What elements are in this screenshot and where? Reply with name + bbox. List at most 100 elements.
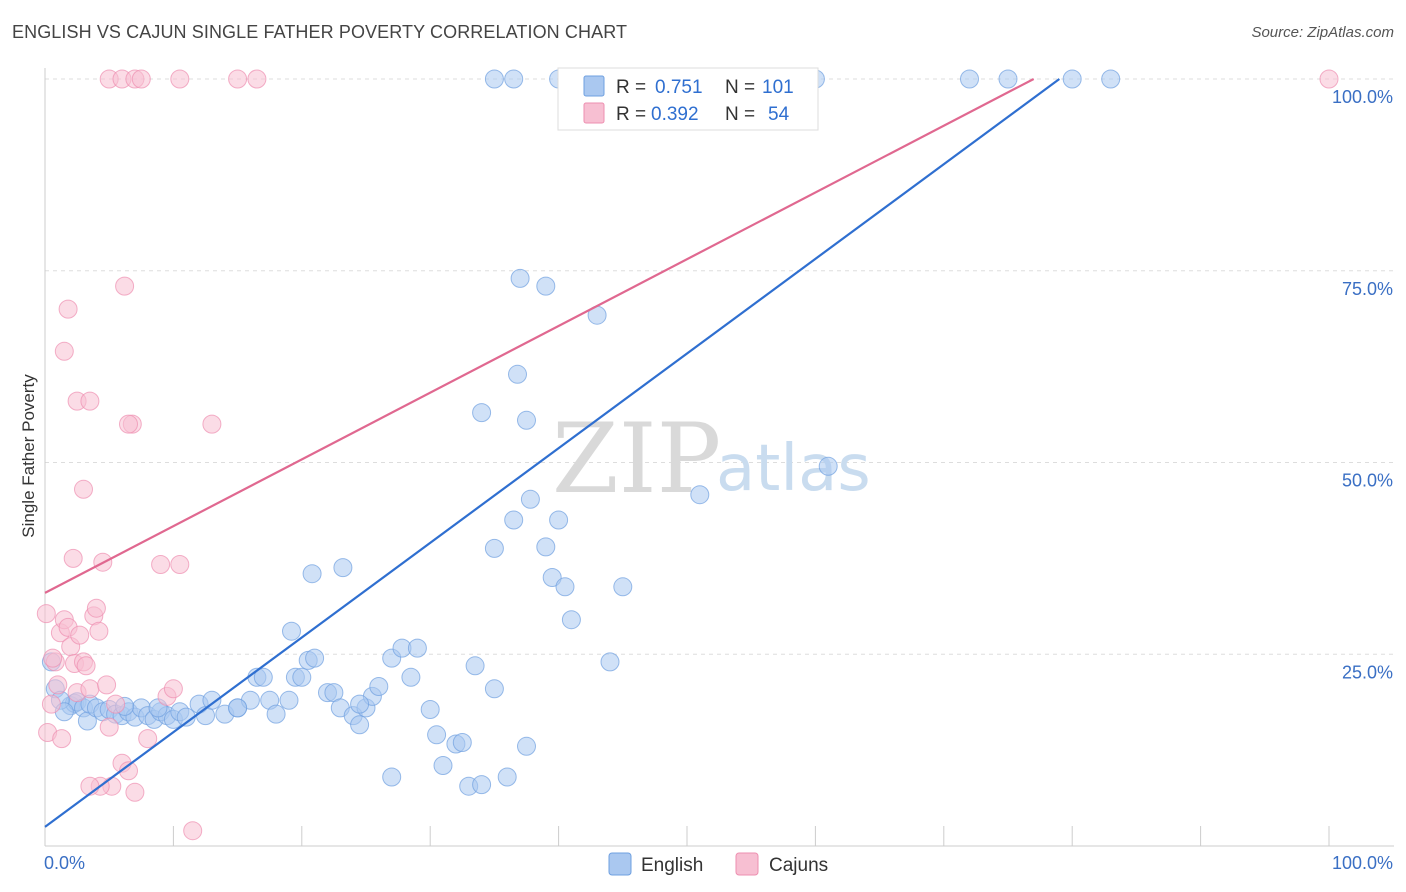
source-credit: Source: ZipAtlas.com [1251,24,1394,41]
data-point [401,667,421,687]
data-point [119,414,138,434]
legend-english-n-label: N = [725,77,755,98]
data-point [465,656,485,676]
data-point [292,667,312,687]
data-point [433,756,453,775]
cajuns-trendline [44,78,1035,594]
data-point [818,456,838,476]
bottom-legend-cajuns-swatch [735,852,759,876]
data-point [690,485,710,505]
series-legend: English Cajuns [608,852,828,876]
data-point [549,510,569,530]
data-point [115,276,135,296]
data-point [52,729,72,749]
data-point [542,568,562,587]
y-axis-title: Single Father Poverty [19,374,38,538]
legend-english-swatch [583,75,605,97]
data-point [70,625,90,645]
data-point [80,679,100,699]
data-point [282,621,301,641]
data-point [504,69,524,89]
data-point [613,577,633,597]
data-point [484,538,504,558]
data-point [63,548,83,568]
data-point [484,69,504,89]
data-point [517,736,536,756]
data-point [520,489,540,509]
data-point [333,558,353,578]
data-point [41,694,61,714]
tick-labels: 25.0% 50.0% 75.0% 100.0% 0.0% 100.0% [44,87,1393,873]
data-point [106,694,126,714]
data-point [452,733,472,752]
x-tick-label: 0.0% [44,853,85,873]
data-point [998,69,1018,89]
legend-cajuns-r-label: R = [616,104,646,125]
data-point [510,268,530,288]
data-point [1101,69,1121,89]
data-point [472,403,492,423]
data-point [600,652,620,672]
data-point [97,675,117,695]
watermark-atlas: atlas [716,432,871,506]
axes [44,68,1394,847]
data-point [138,729,158,749]
data-point [555,577,575,597]
data-point [163,679,183,699]
data-point [1062,69,1082,89]
data-point [369,677,389,696]
x-tick-label: 100.0% [1332,853,1393,873]
y-tick-label: 75.0% [1342,279,1393,299]
data-point [183,821,203,841]
legend-english-n-value: 101 [762,77,794,98]
bottom-legend-cajuns-label: Cajuns [769,855,828,876]
data-point [58,299,78,319]
bottom-legend-english-swatch [608,852,632,876]
english-trendline [44,78,1061,828]
data-point [350,715,370,735]
data-point [228,69,248,89]
correlation-legend: R = 0.751 N = 101 R = 0.392 N = 54 [557,67,819,131]
data-point [99,717,119,737]
cajuns-points [36,69,1339,841]
data-point [382,767,402,787]
data-point [36,604,56,624]
data-point [517,410,536,430]
legend-cajuns-n-label: N = [725,104,755,125]
legend-cajuns-r-value: 0.392 [651,104,699,125]
data-point [1319,69,1339,89]
data-point [302,564,322,584]
data-point [74,479,93,499]
data-point [131,69,151,89]
bottom-legend-english-label: English [641,855,703,876]
legend-cajuns-n-value: 54 [768,104,790,125]
chart-title: ENGLISH VS CAJUN SINGLE FATHER POVERTY C… [12,22,628,42]
y-tick-label: 100.0% [1332,87,1393,107]
data-point [350,694,370,714]
data-point [472,775,492,795]
data-point [484,679,504,699]
data-point [80,391,100,411]
data-point [228,698,248,718]
data-point [420,700,440,719]
data-point [89,621,109,641]
data-point [202,690,222,710]
data-point [508,364,527,384]
data-point [266,704,286,724]
data-point [54,341,74,361]
data-point [202,414,222,434]
y-tick-label: 50.0% [1342,471,1393,491]
data-point [253,667,273,687]
data-point [305,648,325,668]
data-point [536,276,556,296]
data-point [504,510,524,530]
data-point [125,782,145,802]
data-point [170,555,190,574]
data-point [407,638,427,658]
data-point [86,598,106,618]
data-point [151,555,171,574]
legend-english-r-value: 0.751 [655,77,703,98]
data-point [427,725,447,745]
data-point [279,690,299,710]
